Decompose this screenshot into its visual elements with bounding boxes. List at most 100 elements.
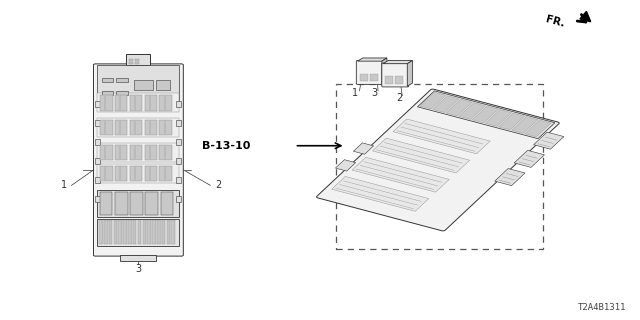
- Bar: [138, 220, 141, 244]
- Bar: [95, 196, 100, 202]
- Bar: [115, 120, 127, 135]
- Bar: [161, 192, 173, 215]
- Bar: [95, 177, 100, 183]
- Bar: [395, 76, 403, 84]
- Bar: [145, 192, 158, 215]
- Bar: [116, 77, 128, 82]
- Bar: [115, 192, 127, 215]
- Bar: [360, 74, 368, 82]
- Bar: [95, 101, 100, 107]
- Bar: [162, 220, 165, 244]
- Bar: [385, 76, 394, 84]
- Bar: [156, 80, 170, 90]
- Bar: [118, 220, 122, 244]
- Bar: [100, 120, 113, 135]
- Bar: [130, 145, 142, 160]
- Bar: [335, 160, 356, 171]
- Bar: [134, 80, 153, 90]
- Bar: [95, 158, 100, 164]
- Bar: [97, 164, 179, 183]
- Bar: [102, 91, 113, 95]
- Bar: [97, 219, 179, 246]
- Bar: [159, 145, 172, 160]
- Bar: [130, 166, 142, 181]
- Bar: [124, 220, 127, 244]
- Text: 2: 2: [397, 93, 403, 103]
- Bar: [100, 166, 113, 181]
- Bar: [102, 77, 113, 82]
- Text: 3: 3: [371, 88, 377, 98]
- Bar: [95, 120, 100, 126]
- Bar: [370, 74, 378, 82]
- Bar: [97, 118, 179, 137]
- Text: 1: 1: [61, 180, 67, 190]
- Text: B-13-10: B-13-10: [202, 141, 250, 151]
- Bar: [514, 150, 545, 167]
- Bar: [332, 176, 429, 211]
- Polygon shape: [383, 60, 412, 64]
- Bar: [104, 220, 108, 244]
- Bar: [157, 220, 161, 244]
- FancyBboxPatch shape: [382, 63, 408, 87]
- Bar: [166, 220, 170, 244]
- Bar: [145, 166, 157, 181]
- Bar: [176, 196, 181, 202]
- Bar: [97, 93, 179, 112]
- Bar: [472, 106, 499, 123]
- Bar: [499, 113, 525, 130]
- Bar: [143, 220, 146, 244]
- Polygon shape: [382, 58, 387, 84]
- Bar: [176, 177, 181, 183]
- Bar: [495, 169, 525, 186]
- Polygon shape: [407, 60, 412, 86]
- Bar: [352, 157, 449, 192]
- Bar: [176, 158, 181, 164]
- Bar: [372, 138, 470, 173]
- Bar: [159, 95, 172, 110]
- Bar: [126, 54, 150, 65]
- Bar: [145, 145, 157, 160]
- Bar: [97, 65, 179, 103]
- Bar: [534, 132, 564, 149]
- Bar: [100, 145, 113, 160]
- Bar: [512, 116, 538, 133]
- Bar: [420, 92, 446, 109]
- Bar: [134, 60, 139, 61]
- Bar: [176, 120, 181, 126]
- Bar: [145, 120, 157, 135]
- Bar: [176, 101, 181, 107]
- Bar: [353, 143, 374, 154]
- Bar: [129, 60, 133, 61]
- Bar: [336, 84, 543, 249]
- Bar: [417, 91, 555, 139]
- FancyBboxPatch shape: [356, 60, 383, 84]
- Polygon shape: [358, 58, 387, 61]
- Text: T2A4B1311: T2A4B1311: [577, 303, 626, 312]
- Bar: [120, 255, 156, 261]
- Bar: [100, 192, 113, 215]
- Text: 3: 3: [135, 264, 141, 275]
- Bar: [129, 62, 133, 64]
- Bar: [446, 99, 472, 116]
- Bar: [133, 220, 136, 244]
- Bar: [159, 166, 172, 181]
- Bar: [115, 166, 127, 181]
- Bar: [130, 95, 142, 110]
- Bar: [134, 62, 139, 64]
- Bar: [114, 220, 117, 244]
- Text: FR.: FR.: [544, 15, 565, 29]
- Bar: [525, 120, 551, 137]
- Bar: [97, 190, 179, 217]
- Bar: [130, 192, 143, 215]
- Text: 2: 2: [215, 180, 221, 190]
- Bar: [97, 143, 179, 162]
- Bar: [459, 103, 485, 119]
- Bar: [99, 220, 103, 244]
- Bar: [145, 95, 157, 110]
- Bar: [109, 220, 113, 244]
- Bar: [176, 139, 181, 145]
- Bar: [115, 145, 127, 160]
- FancyBboxPatch shape: [317, 89, 559, 231]
- Bar: [393, 119, 490, 154]
- FancyBboxPatch shape: [93, 64, 183, 256]
